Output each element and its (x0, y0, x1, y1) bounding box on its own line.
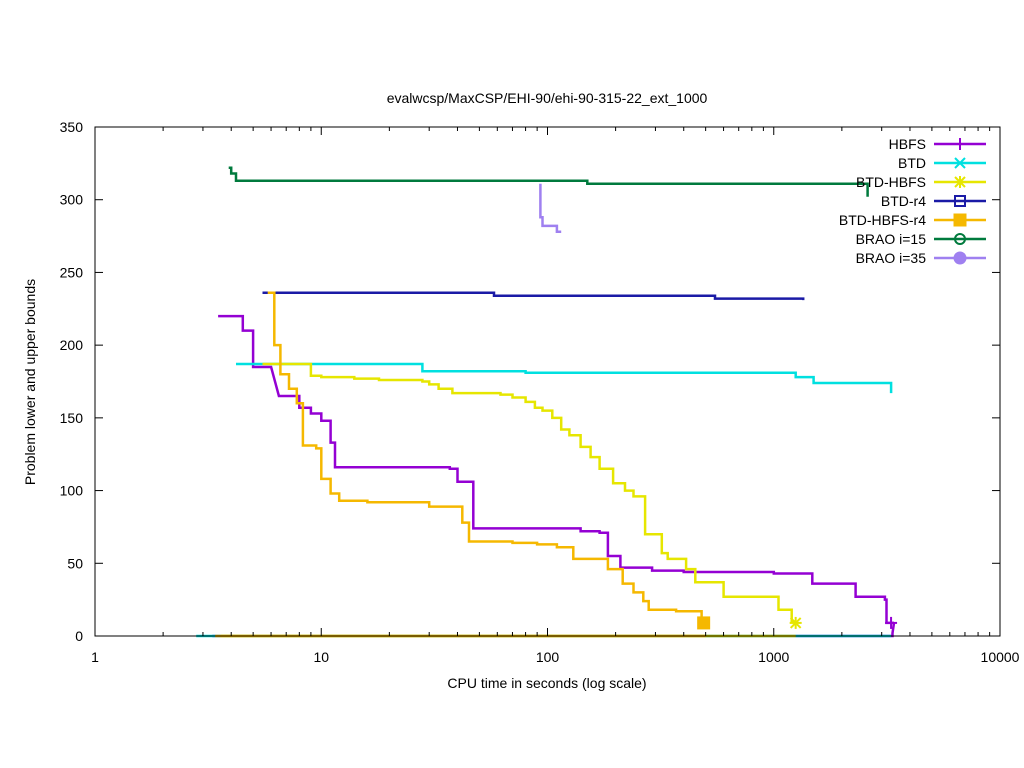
legend-item: HBFS (889, 136, 986, 152)
axes: 0 50 100 150 200 250 300 350 1 10 100 1000 10000 (60, 119, 1020, 665)
legend-marker (954, 233, 966, 245)
y-tick-label: 100 (60, 483, 84, 499)
series-upper-line (262, 291, 805, 301)
y-tick-label: 350 (60, 119, 84, 135)
y-tick-label: 50 (67, 555, 83, 571)
x-tick-label: 100 (536, 649, 560, 665)
series-btd-r4 (262, 291, 805, 301)
y-tick-label: 200 (60, 337, 84, 353)
x-tick-label: 10000 (981, 649, 1020, 665)
x-tick-label: 10 (313, 649, 329, 665)
x-tick-label: 1 (91, 649, 99, 665)
series-lower-line (212, 622, 896, 638)
series-upper-line (236, 362, 893, 394)
series-brao-i-35 (539, 183, 562, 233)
y-tick-label: 150 (60, 410, 84, 426)
series-btd-hbfs-r4 (215, 291, 711, 638)
legend-item: BTD-HBFS (856, 174, 986, 190)
series-upper-line (262, 362, 796, 623)
legend-marker (954, 176, 966, 188)
legend-marker (954, 138, 966, 150)
legend: HBFS BTD BTD-HBFS BTD-r4 BTD-HBFS-r4 BRAO i=1… (839, 136, 986, 266)
legend-marker (954, 157, 966, 169)
series-upper-line (539, 183, 562, 233)
y-tick-label: 250 (60, 264, 84, 280)
x-axis-title: CPU time in seconds (log scale) (447, 675, 646, 691)
legend-label: BTD-HBFS (856, 174, 926, 190)
plot-frame (94, 126, 1001, 637)
series-upper-line (267, 291, 706, 623)
x-tick-label: 1000 (758, 649, 789, 665)
series-end-marker (697, 616, 711, 630)
legend-label: HBFS (889, 136, 926, 152)
legend-label: BRAO i=35 (856, 250, 927, 266)
series-upper-line (218, 314, 894, 625)
series-layer (196, 166, 898, 638)
legend-marker (953, 251, 967, 265)
legend-label: BTD-r4 (881, 193, 926, 209)
legend-item: BTD-r4 (881, 193, 986, 209)
y-tick-label: 300 (60, 192, 84, 208)
legend-label: BTD (898, 155, 926, 171)
series-upper-line (228, 166, 869, 197)
legend-label: BRAO i=15 (856, 231, 927, 247)
legend-item: BTD (898, 155, 986, 171)
chart-title: evalwcsp/MaxCSP/EHI-90/ehi-90-315-22_ext… (387, 90, 708, 106)
legend-marker (954, 195, 966, 207)
series-brao-i-15 (228, 166, 869, 197)
legend-item: BRAO i=15 (856, 231, 986, 247)
series-end-marker (789, 616, 802, 629)
y-axis-title: Problem lower and upper bounds (22, 279, 38, 485)
legend-item: BRAO i=35 (856, 250, 986, 266)
legend-label: BTD-HBFS-r4 (839, 212, 926, 228)
series-end-marker (885, 616, 898, 629)
legend-item: BTD-HBFS-r4 (839, 212, 986, 228)
series-btd-hbfs (220, 362, 802, 638)
y-tick-label: 0 (75, 628, 83, 644)
legend-marker (953, 213, 967, 227)
